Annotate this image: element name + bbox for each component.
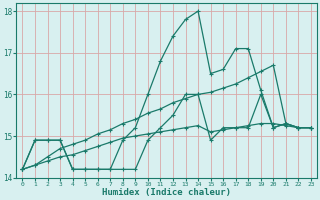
X-axis label: Humidex (Indice chaleur): Humidex (Indice chaleur) <box>102 188 231 197</box>
